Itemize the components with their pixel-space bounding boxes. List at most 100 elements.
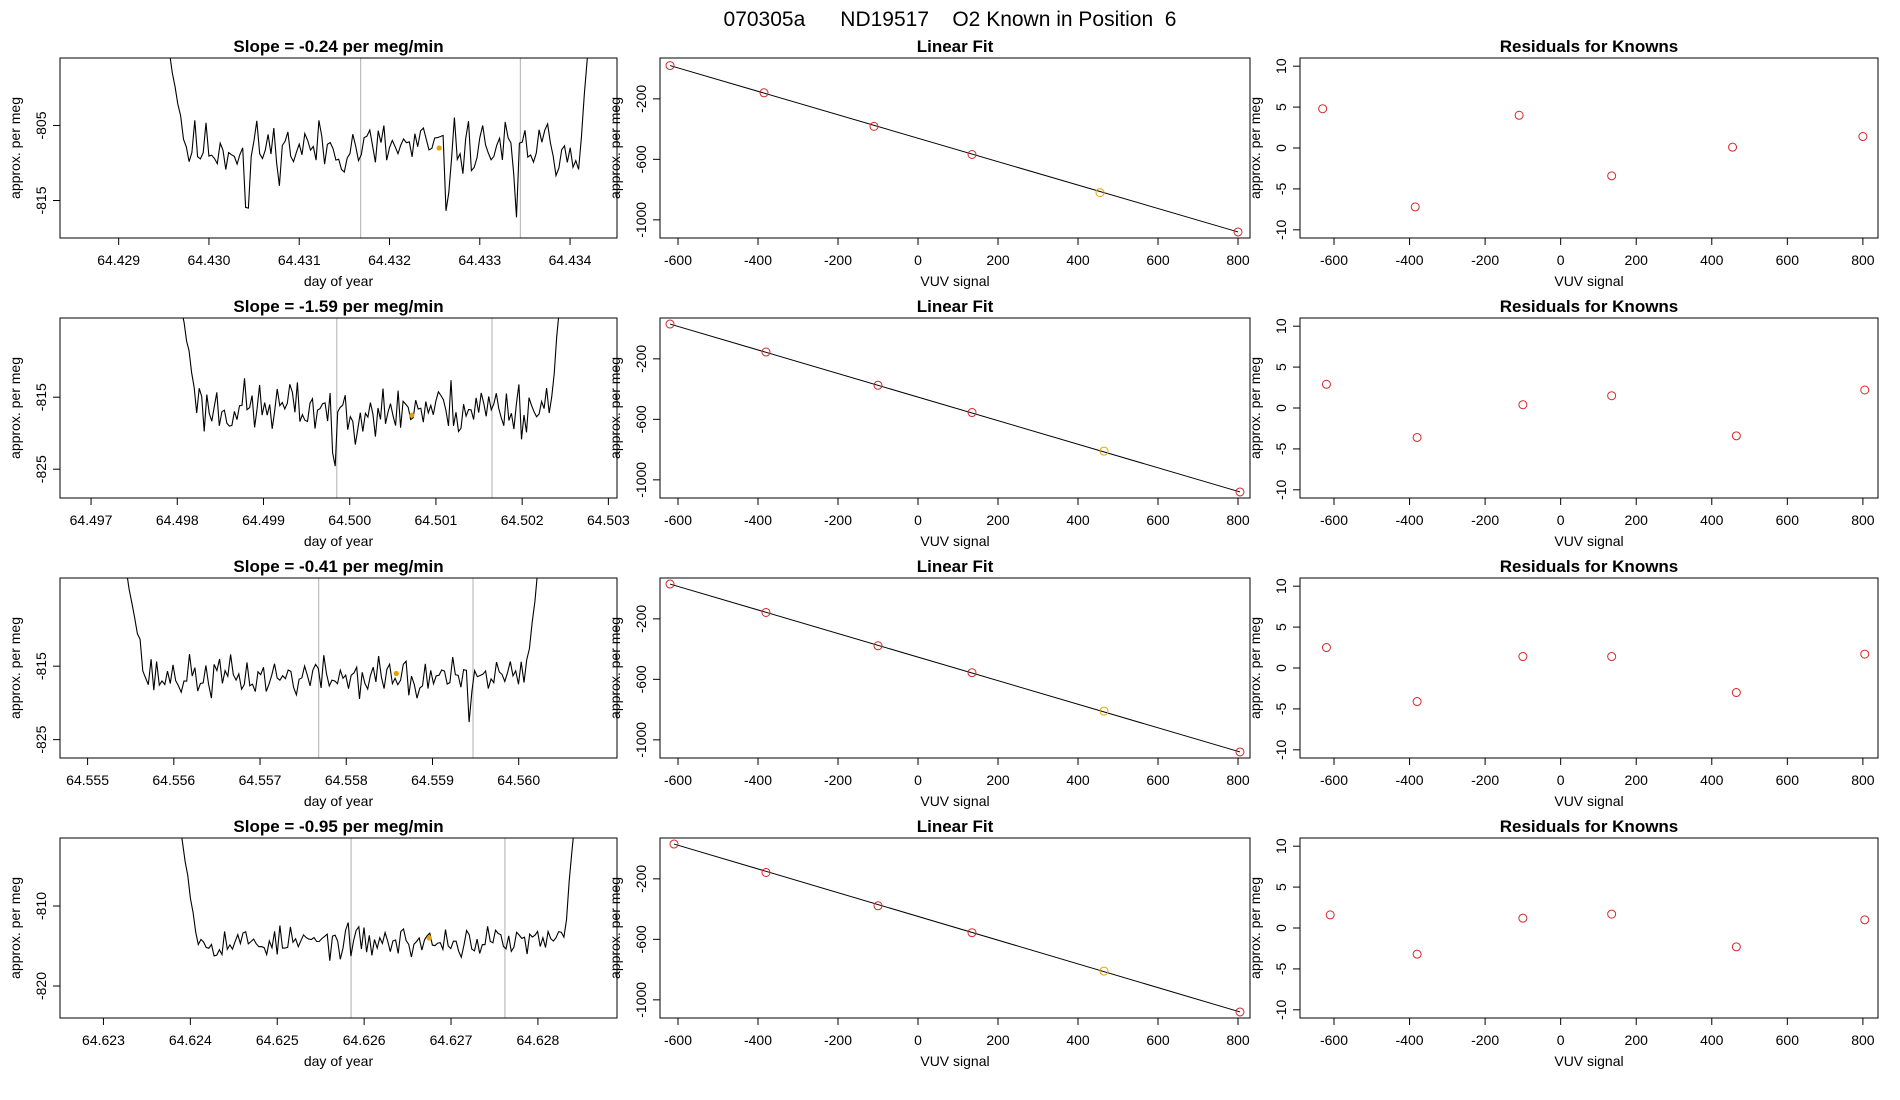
residual-point xyxy=(1607,652,1617,662)
x-tick-label: 400 xyxy=(1066,772,1090,788)
y-tick-label: -200 xyxy=(633,85,649,113)
fit-line xyxy=(669,323,1241,493)
panel-title: Residuals for Knowns xyxy=(1500,817,1679,836)
x-tick-label: 400 xyxy=(1700,772,1724,788)
residual-point xyxy=(1731,431,1741,441)
x-tick-label: -400 xyxy=(1396,772,1424,788)
y-tick-label: -1000 xyxy=(633,982,649,1018)
x-tick-label: 200 xyxy=(1625,512,1649,528)
x-tick-label: -400 xyxy=(1396,1032,1424,1048)
residuals-panel-4: Residuals for Knowns VUV signal approx. pe… xyxy=(1247,817,1879,1069)
x-axis-label: VUV signal xyxy=(1554,273,1623,289)
y-axis-label: approx. per meg xyxy=(7,97,23,199)
residuals-panel-1: Residuals for Knowns VUV signal approx. pe… xyxy=(1247,37,1879,289)
plot-frame xyxy=(659,837,1251,1019)
x-tick-label: 64.558 xyxy=(325,772,368,788)
y-axis-label: approx. per meg xyxy=(7,617,23,719)
y-axis-label: approx. per meg xyxy=(7,357,23,459)
y-tick-label: -600 xyxy=(633,665,649,693)
x-tick-label: 200 xyxy=(1625,772,1649,788)
residuals-panel-2: Residuals for Knowns VUV signal approx. pe… xyxy=(1247,297,1879,549)
x-tick-label: 200 xyxy=(986,512,1010,528)
known-point xyxy=(665,579,675,589)
x-tick-label: 600 xyxy=(1776,1032,1800,1048)
known-point xyxy=(967,150,977,160)
y-tick-label: -815 xyxy=(33,383,49,411)
x-tick-label: -400 xyxy=(1396,512,1424,528)
y-tick-label: -815 xyxy=(33,186,49,214)
y-tick-label: -600 xyxy=(633,405,649,433)
known-point xyxy=(761,347,771,357)
known-point xyxy=(761,607,771,617)
y-tick-label: -5 xyxy=(1273,702,1289,715)
x-tick-label: 400 xyxy=(1066,252,1090,268)
known-point xyxy=(873,641,883,651)
y-tick-label: -1000 xyxy=(633,202,649,238)
panel-title: Residuals for Knowns xyxy=(1500,37,1679,56)
plot-area xyxy=(1325,909,1870,959)
y-tick-label: 5 xyxy=(1273,623,1289,631)
x-tick-label: 64.560 xyxy=(497,772,540,788)
y-tick-label: -10 xyxy=(1273,999,1289,1019)
x-tick-label: 64.431 xyxy=(278,252,321,268)
y-axis-label: approx. per meg xyxy=(7,877,23,979)
x-tick-label: 0 xyxy=(914,772,922,788)
residual-point xyxy=(1321,379,1331,389)
x-tick-label: 600 xyxy=(1776,772,1800,788)
plot-area xyxy=(665,319,1245,497)
series-line xyxy=(181,838,574,961)
y-tick-label: -1000 xyxy=(633,462,649,498)
residual-point xyxy=(1410,202,1420,212)
series-line xyxy=(169,58,588,218)
x-axis-label: VUV signal xyxy=(920,273,989,289)
known-point xyxy=(967,928,977,938)
x-axis-label: VUV signal xyxy=(920,1053,989,1069)
x-tick-label: 600 xyxy=(1776,512,1800,528)
x-tick-label: -200 xyxy=(824,1032,852,1048)
x-tick-label: -600 xyxy=(1320,772,1348,788)
plot-area xyxy=(169,58,588,238)
plot-frame xyxy=(1299,317,1879,499)
y-axis-label: approx. per meg xyxy=(1247,617,1263,719)
known-point xyxy=(759,88,769,98)
x-tick-label: 64.624 xyxy=(169,1032,212,1048)
x-tick-label: 64.429 xyxy=(97,252,140,268)
x-tick-label: 800 xyxy=(1851,1032,1875,1048)
x-tick-label: 200 xyxy=(986,252,1010,268)
residual-point xyxy=(1321,643,1331,653)
timeseries-panel-3: Slope = -0.41 per meg/min day of year appr… xyxy=(7,557,618,809)
y-tick-label: -810 xyxy=(33,892,49,920)
x-tick-label: -200 xyxy=(824,772,852,788)
y-tick-label: -825 xyxy=(33,455,49,483)
plot-frame xyxy=(59,57,618,239)
x-tick-label: 64.497 xyxy=(70,512,113,528)
y-axis-label: approx. per meg xyxy=(607,357,623,459)
plot-frame xyxy=(1299,57,1879,239)
y-tick-label: -825 xyxy=(33,725,49,753)
residual-point xyxy=(1858,132,1868,142)
x-tick-label: 200 xyxy=(1625,252,1649,268)
y-tick-label: -10 xyxy=(1273,739,1289,759)
y-tick-label: -805 xyxy=(33,111,49,139)
x-tick-label: -400 xyxy=(744,512,772,528)
residual-point xyxy=(1318,104,1328,114)
y-tick-label: -1000 xyxy=(633,722,649,758)
x-tick-label: 0 xyxy=(1557,252,1565,268)
y-axis-label: approx. per meg xyxy=(1247,357,1263,459)
panels-grid: Slope = -0.24 per meg/min day of year appr… xyxy=(7,37,1879,1069)
residual-point xyxy=(1514,110,1524,120)
plot-frame xyxy=(659,57,1251,239)
residual-point xyxy=(1325,910,1335,920)
timeseries-panel-4: Slope = -0.95 per meg/min day of year appr… xyxy=(7,817,618,1069)
y-tick-label: 10 xyxy=(1273,318,1289,334)
series-line xyxy=(126,578,538,723)
x-tick-label: 0 xyxy=(914,512,922,528)
y-tick-label: -600 xyxy=(633,925,649,953)
plot-frame xyxy=(59,577,618,759)
timeseries-panel-2: Slope = -1.59 per meg/min day of year appr… xyxy=(7,297,630,549)
x-tick-label: 64.628 xyxy=(517,1032,560,1048)
x-tick-label: 200 xyxy=(986,772,1010,788)
panel-title: Residuals for Knowns xyxy=(1500,297,1679,316)
